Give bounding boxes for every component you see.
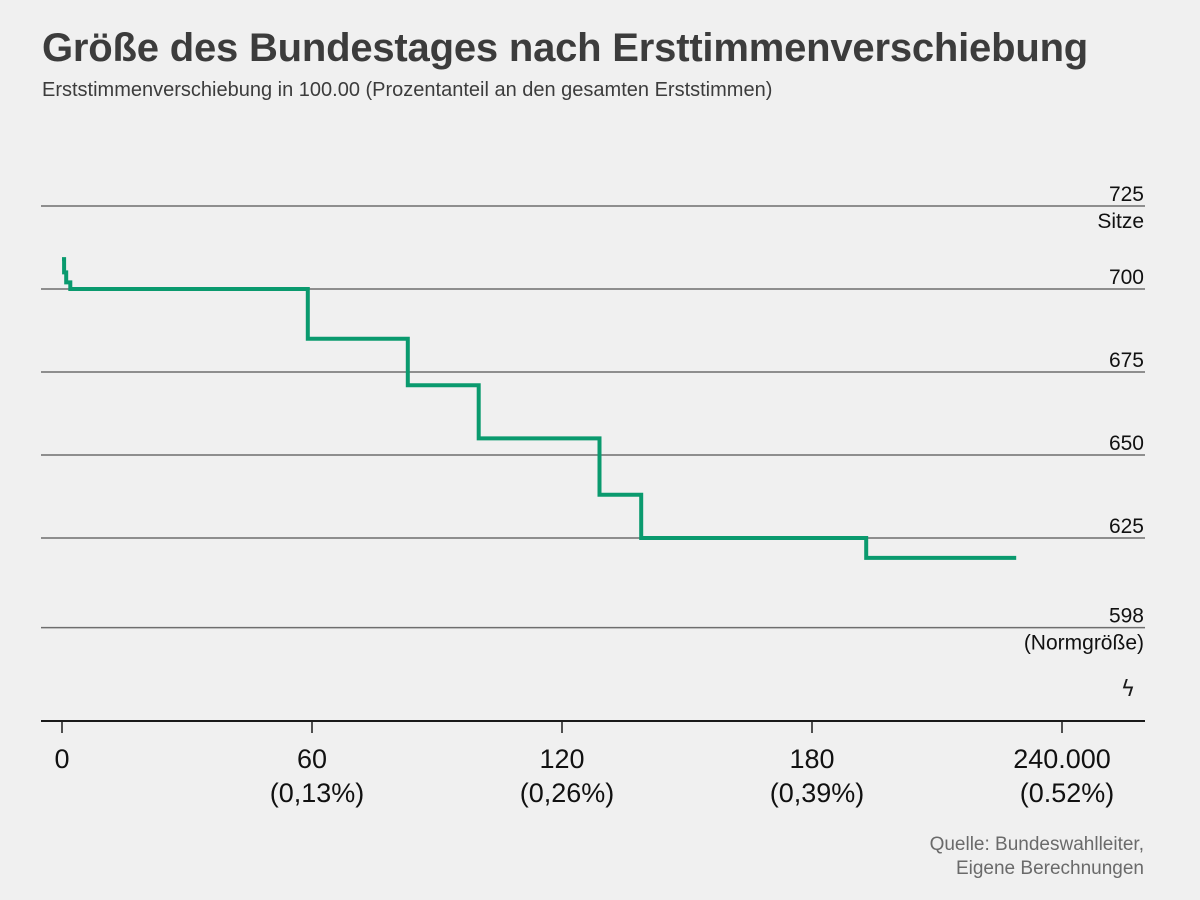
y-tick-label-700: 700: [1109, 266, 1144, 289]
x-tick-label-180: 180: [789, 744, 834, 774]
series-layer: [62, 257, 1017, 560]
x-tick-label-120: 120: [539, 744, 584, 774]
x-tick-sublabel-60: (0,13%): [270, 778, 365, 808]
chart-subtitle: Erststimmenverschiebung in 100.00 (Proze…: [42, 79, 773, 101]
y-tick-label-625: 625: [1109, 515, 1144, 538]
y-tick-label-675: 675: [1109, 349, 1144, 372]
x-axis-labels: 0 60 (0,13%) 120 (0,26%) 180 (0,39%) 240.000 (0.…: [54, 721, 1114, 808]
y-tick-sublabel-725: Sitze: [1097, 210, 1144, 233]
y-tick-sublabel-598: (Normgröße): [1024, 632, 1144, 655]
y-tick-label-725: 725: [1109, 183, 1144, 206]
y-tick-label-598: 598: [1109, 605, 1144, 628]
y-axis-labels: 725 Sitze 700 675 650 625 598 (Normgröße): [1024, 183, 1144, 655]
x-tick-sublabel-240: (0.52%): [1020, 778, 1115, 808]
x-tick-label-0: 0: [54, 744, 69, 774]
axis-break-icon: ϟ: [1121, 677, 1136, 702]
source-note: Quelle: Bundeswahlleiter, Eigene Berechn…: [930, 833, 1144, 881]
source-line-2: Eigene Berechnungen: [955, 858, 1144, 879]
x-tick-sublabel-120: (0,26%): [520, 778, 615, 808]
grid-lines: [41, 205, 1145, 629]
series-line-0: [62, 257, 1017, 560]
x-tick-label-240: 240.000: [1013, 744, 1111, 774]
x-tick-label-60: 60: [297, 744, 327, 774]
y-tick-label-650: 650: [1109, 432, 1144, 455]
chart-title: Größe des Bundestages nach Ersttimmenver…: [42, 26, 1089, 70]
source-line-1: Quelle: Bundeswahlleiter,: [929, 834, 1144, 855]
x-tick-sublabel-180: (0,39%): [770, 778, 865, 808]
